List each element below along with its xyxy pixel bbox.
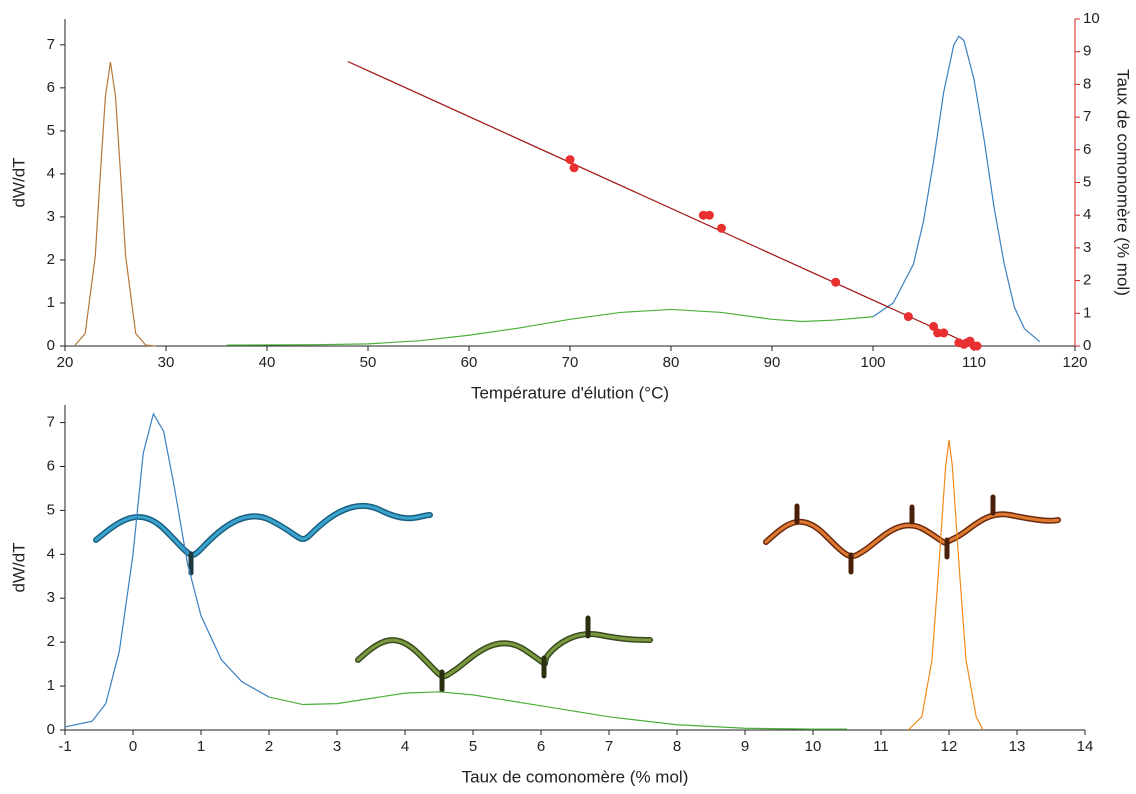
y-tick-label: 2	[47, 251, 55, 268]
x-tick-label: 120	[1062, 354, 1087, 371]
y2-tick-label: 6	[1083, 141, 1091, 158]
x-tick-label: 90	[764, 354, 781, 371]
y2-tick-label: 9	[1083, 43, 1091, 60]
y-tick-label: 1	[47, 294, 55, 311]
x-tick-label: 8	[673, 738, 681, 755]
data-point	[929, 321, 939, 331]
y-axis-title: dW/dT	[9, 542, 28, 592]
y-tick-label: 4	[47, 165, 55, 182]
y-axis-title: dW/dT	[9, 157, 28, 207]
chain-illustration	[93, 494, 1061, 693]
y-tick-label: 3	[47, 589, 55, 606]
y2-tick-label: 4	[1083, 206, 1091, 223]
y2-tick-label: 3	[1083, 239, 1091, 256]
x-axis-title: Température d'élution (°C)	[471, 383, 669, 402]
line-series	[907, 440, 984, 731]
data-point	[939, 328, 949, 338]
y2-tick-label: 5	[1083, 173, 1091, 190]
x-tick-label: 11	[873, 738, 889, 755]
y2-tick-label: 1	[1083, 304, 1091, 321]
data-point	[565, 155, 575, 165]
x-tick-label: 9	[741, 738, 749, 755]
x-tick-label: 110	[962, 354, 986, 371]
y-tick-label: 7	[47, 414, 55, 431]
x-tick-label: 1	[197, 738, 205, 755]
y-tick-label: 7	[47, 36, 55, 53]
y2-tick-label: 8	[1083, 75, 1091, 92]
y-tick-label: 5	[47, 501, 55, 518]
x-tick-label: 6	[537, 738, 545, 755]
x-tick-label: 12	[941, 738, 958, 755]
y-tick-label: 6	[47, 457, 55, 474]
x-tick-label: 7	[605, 738, 613, 755]
y2-tick-label: 7	[1083, 108, 1091, 125]
line-series	[347, 60, 975, 347]
line-series	[64, 412, 270, 728]
x-tick-label: 50	[360, 354, 377, 371]
y-tick-label: 0	[47, 721, 55, 738]
line-series	[268, 691, 847, 730]
y-tick-label: 5	[47, 122, 55, 139]
x-tick-label: 0	[129, 738, 137, 755]
x-tick-label: 10	[805, 738, 822, 755]
x-tick-label: -1	[58, 738, 71, 755]
y2-axis-title: Taux de comonomère (% mol)	[1114, 69, 1133, 296]
y-tick-label: 0	[47, 337, 55, 354]
x-tick-label: 60	[461, 354, 478, 371]
x-tick-label: 70	[562, 354, 579, 371]
data-point	[717, 223, 726, 233]
x-tick-label: 2	[265, 738, 273, 755]
data-point	[972, 341, 982, 351]
y-tick-label: 2	[47, 633, 55, 650]
data-point	[569, 163, 579, 173]
y-tick-label: 1	[47, 677, 55, 694]
data-point	[831, 277, 841, 287]
x-tick-label: 5	[469, 738, 477, 755]
x-axis-title: Taux de comonomère (% mol)	[462, 767, 689, 786]
x-tick-label: 30	[158, 354, 175, 371]
x-tick-label: 100	[860, 354, 885, 371]
y-tick-label: 4	[47, 545, 55, 562]
x-tick-label: 14	[1077, 738, 1094, 755]
x-tick-label: 3	[333, 738, 341, 755]
x-tick-label: 4	[401, 738, 409, 755]
y2-tick-label: 10	[1083, 10, 1100, 27]
line-series	[74, 61, 156, 347]
y-tick-label: 3	[47, 208, 55, 225]
x-tick-label: 20	[57, 354, 74, 371]
y2-tick-label: 0	[1083, 337, 1091, 354]
x-tick-label: 40	[259, 354, 276, 371]
line-series	[872, 35, 1041, 343]
y-tick-label: 6	[47, 79, 55, 96]
data-point	[704, 210, 714, 220]
y2-tick-label: 2	[1083, 272, 1091, 289]
x-tick-label: 80	[663, 354, 680, 371]
line-series	[226, 308, 874, 346]
x-tick-label: 13	[1009, 738, 1026, 755]
data-point	[903, 312, 913, 322]
